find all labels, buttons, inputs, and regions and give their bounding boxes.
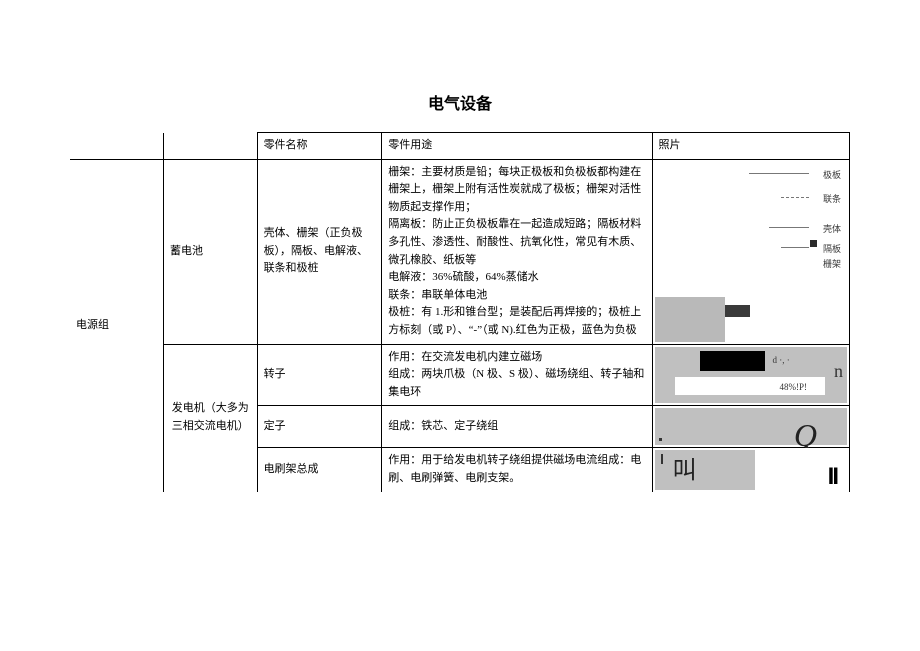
brush-label: 电刷架总成: [257, 448, 382, 492]
table-row: 发电机（大多为三相交流电机） 转子 作用：在交流发电机内建立磁场 组成：两块爪极…: [70, 344, 850, 406]
diagram-text: II: [828, 458, 837, 496]
page-title: 电气设备: [70, 90, 850, 114]
stator-use: 组成：铁芯、定子绕组: [382, 406, 652, 448]
leader-line: [781, 197, 809, 198]
rotor-label: 转子: [257, 344, 382, 406]
rotor-diagram: d ·, · 48%!P! n: [655, 347, 848, 404]
header-col1: [70, 133, 164, 160]
stator-label: 定子: [257, 406, 382, 448]
header-part-use: 零件用途: [382, 133, 652, 160]
diagram-block: [655, 450, 755, 489]
header-part-name: 零件名称: [257, 133, 382, 160]
stator-diagram: Q: [655, 408, 848, 445]
rotor-use: 作用：在交流发电机内建立磁场 组成：两块爪极（N 极、S 极）、磁场绕组、转子轴…: [382, 344, 652, 406]
battery-label: 蓄电池: [164, 159, 258, 344]
diagram-label: 联条: [823, 192, 841, 206]
diagram-dot: [659, 438, 662, 441]
leader-line: [781, 247, 809, 248]
diagram-tick: [661, 454, 663, 464]
battery-photo: 极板 联条 壳体 隔板 栅架: [652, 159, 850, 344]
diagram-block: [655, 297, 725, 342]
table-header-row: 零件名称 零件用途 照片: [70, 133, 850, 160]
diagram-text: n: [834, 357, 843, 386]
diagram-label: 栅架: [823, 257, 841, 271]
generator-label: 发电机（大多为三相交流电机）: [164, 344, 258, 491]
leader-line: [769, 227, 809, 228]
leader-line: [749, 173, 809, 174]
brush-use: 作用：用于给发电机转子绕组提供磁场电流组成：电刷、电刷弹簧、电刷支架。: [382, 448, 652, 492]
battery-diagram: 极板 联条 壳体 隔板 栅架: [655, 162, 848, 342]
diagram-block: [725, 305, 750, 317]
header-col2: [164, 133, 258, 160]
diagram-text: d ·, ·: [773, 353, 790, 367]
brush-diagram: 叫 II: [655, 450, 848, 489]
diagram-text: 48%!P!: [780, 380, 808, 394]
diagram-label: 隔板: [823, 242, 841, 256]
header-photo: 照片: [652, 133, 850, 160]
brush-photo: 叫 II: [652, 448, 850, 492]
table-row: 电源组 蓄电池 壳体、栅架（正负极板），隔板、电解液、联条和极桩 栅架：主要材质…: [70, 159, 850, 344]
battery-parts: 壳体、栅架（正负极板），隔板、电解液、联条和极桩: [257, 159, 382, 344]
power-group-label: 电源组: [70, 159, 164, 491]
battery-use: 栅架：主要材质是铅；每块正极板和负极板都构建在栅架上，栅架上附有活性炭就成了极板…: [382, 159, 652, 344]
stator-photo: Q: [652, 406, 850, 448]
diagram-block: [700, 351, 765, 371]
diagram-text: 叫: [673, 452, 697, 490]
diagram-label: 壳体: [823, 222, 841, 236]
legend-square: [810, 240, 817, 247]
diagram-label: 极板: [823, 168, 841, 182]
equipment-table: 零件名称 零件用途 照片 电源组 蓄电池 壳体、栅架（正负极板），隔板、电解液、…: [70, 132, 850, 492]
rotor-photo: d ·, · 48%!P! n: [652, 344, 850, 406]
